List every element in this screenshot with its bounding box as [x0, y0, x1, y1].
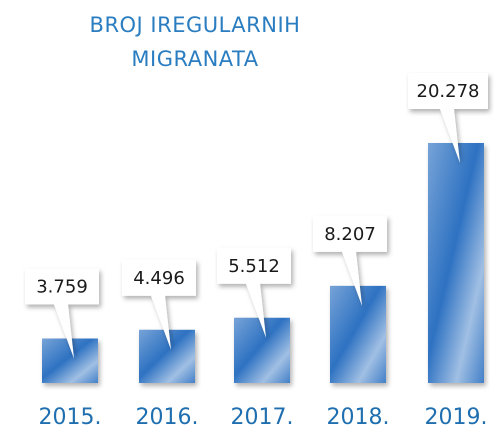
- callout: [25, 268, 99, 359]
- bar-highlight: [234, 317, 290, 383]
- callout: [313, 215, 387, 306]
- x-tick-label: 2017.: [231, 405, 294, 430]
- callout-box: [25, 268, 99, 359]
- bar-highlight: [330, 285, 386, 383]
- x-tick-label: 2019.: [425, 405, 488, 430]
- callout-box: [313, 215, 387, 306]
- value-label: 20.278: [417, 81, 480, 102]
- x-tick-label: 2018.: [327, 405, 390, 430]
- value-label: 3.759: [36, 277, 88, 298]
- callout-box: [217, 247, 291, 338]
- callout: [408, 73, 488, 163]
- x-tick-label: 2015.: [39, 405, 102, 430]
- value-label: 5.512: [228, 256, 280, 277]
- bar-highlight: [428, 143, 484, 383]
- callout: [122, 259, 196, 350]
- callout-box: [122, 259, 196, 350]
- value-label: 4.496: [133, 268, 185, 289]
- value-label: 8.207: [324, 224, 376, 245]
- callout-box: [408, 73, 488, 163]
- callout: [217, 247, 291, 338]
- x-tick-label: 2016.: [136, 405, 199, 430]
- chart-title: BROJ IREGULARNIH MIGRANATA: [89, 13, 301, 71]
